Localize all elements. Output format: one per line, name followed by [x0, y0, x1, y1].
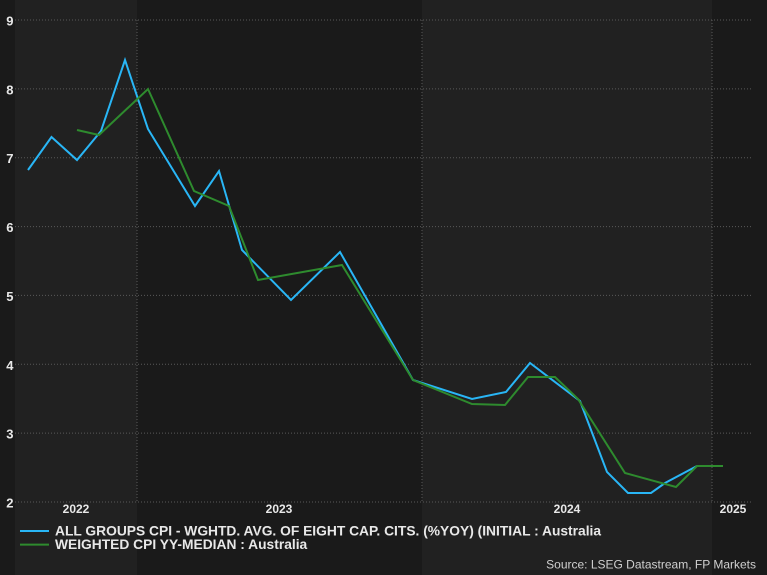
svg-text:2: 2: [6, 496, 13, 511]
svg-text:6: 6: [6, 220, 13, 235]
svg-text:3: 3: [6, 427, 13, 442]
svg-text:5: 5: [6, 289, 13, 304]
svg-text:8: 8: [6, 82, 13, 97]
svg-text:WEIGHTED CPI YY-MEDIAN : Austr: WEIGHTED CPI YY-MEDIAN : Australia: [55, 537, 308, 552]
svg-text:9: 9: [6, 14, 13, 29]
svg-text:7: 7: [6, 151, 13, 166]
svg-text:4: 4: [6, 358, 14, 373]
svg-text:2024: 2024: [554, 502, 581, 516]
svg-text:Source: LSEG Datastream, FP Ma: Source: LSEG Datastream, FP Markets: [546, 558, 756, 572]
svg-text:2025: 2025: [720, 502, 747, 516]
svg-text:2023: 2023: [266, 502, 293, 516]
svg-text:2022: 2022: [63, 502, 90, 516]
